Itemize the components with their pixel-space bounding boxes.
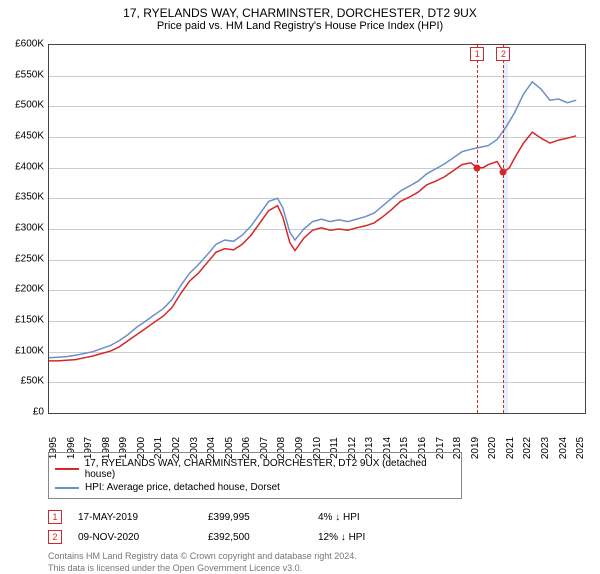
legend-swatch (55, 487, 79, 489)
y-tick-label: £400K (0, 161, 44, 172)
chart-title: 17, RYELANDS WAY, CHARMINSTER, DORCHESTE… (0, 6, 600, 20)
marker-vline (503, 45, 504, 413)
marker-box: 2 (496, 47, 510, 61)
y-tick-label: £500K (0, 100, 44, 111)
chart-svg (49, 45, 585, 413)
sales-pct: 4% ↓ HPI (318, 512, 378, 523)
sales-table: 1 17-MAY-2019£399,9954% ↓ HPI 2 09-NOV-2020… (48, 507, 586, 547)
legend-label: HPI: Average price, detached house, Dors… (85, 482, 280, 493)
legend-swatch (55, 468, 79, 470)
x-axis-labels: 1995199619971998199920002001200220032004… (48, 418, 586, 452)
y-tick-label: £100K (0, 345, 44, 356)
y-tick-label: £600K (0, 39, 44, 50)
y-tick-label: £300K (0, 223, 44, 234)
sales-price: £392,500 (208, 532, 318, 543)
chart-title-block: 17, RYELANDS WAY, CHARMINSTER, DORCHESTE… (0, 0, 600, 32)
chart-subtitle: Price paid vs. HM Land Registry's House … (0, 20, 600, 32)
y-tick-label: £50K (0, 376, 44, 387)
sales-date: 17-MAY-2019 (78, 512, 208, 523)
legend-row: 17, RYELANDS WAY, CHARMINSTER, DORCHESTE… (55, 457, 455, 481)
footer-text: Contains HM Land Registry data © Crown c… (48, 551, 586, 574)
chart-plot-area: 12 (48, 44, 586, 414)
footer-line-2: This data is licensed under the Open Gov… (48, 563, 586, 574)
series-line-price_paid (49, 132, 576, 361)
marker-vline (477, 45, 478, 413)
y-tick-label: £150K (0, 315, 44, 326)
sales-pct: 12% ↓ HPI (318, 532, 378, 543)
sales-marker: 1 (48, 510, 62, 524)
sales-price: £399,995 (208, 512, 318, 523)
y-tick-label: £250K (0, 253, 44, 264)
y-tick-label: £200K (0, 284, 44, 295)
legend-area: 17, RYELANDS WAY, CHARMINSTER, DORCHESTE… (48, 452, 586, 574)
marker-box: 1 (470, 47, 484, 61)
legend-label: 17, RYELANDS WAY, CHARMINSTER, DORCHESTE… (85, 458, 455, 480)
y-tick-label: £0 (0, 407, 44, 418)
marker-dot (474, 164, 481, 171)
sales-row: 2 09-NOV-2020£392,50012% ↓ HPI (48, 527, 586, 547)
sales-date: 09-NOV-2020 (78, 532, 208, 543)
y-tick-label: £550K (0, 69, 44, 80)
sales-row: 1 17-MAY-2019£399,9954% ↓ HPI (48, 507, 586, 527)
y-tick-label: £350K (0, 192, 44, 203)
sales-marker: 2 (48, 530, 62, 544)
marker-dot (500, 169, 507, 176)
footer-line-1: Contains HM Land Registry data © Crown c… (48, 551, 586, 563)
legend-box: 17, RYELANDS WAY, CHARMINSTER, DORCHESTE… (48, 452, 462, 499)
y-axis-labels: £0£50K£100K£150K£200K£250K£300K£350K£400… (0, 44, 48, 414)
series-line-hpi (49, 82, 576, 358)
y-tick-label: £450K (0, 131, 44, 142)
legend-row: HPI: Average price, detached house, Dors… (55, 481, 455, 494)
